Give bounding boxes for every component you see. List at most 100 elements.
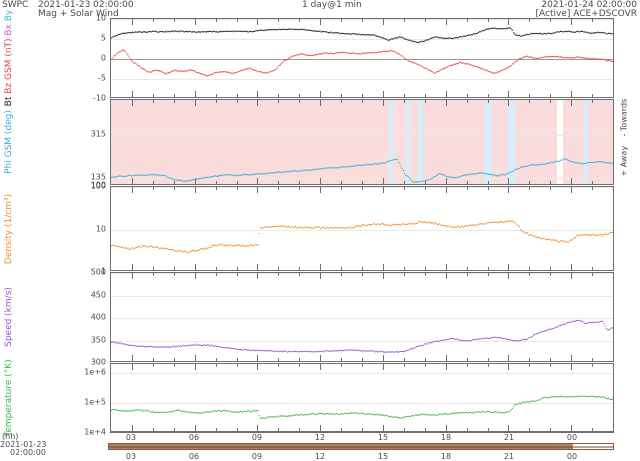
x-tick-minor (424, 94, 426, 97)
x-tick-major (571, 91, 573, 97)
x-tick-major (571, 178, 573, 184)
sector-annotation-label: + Away (619, 146, 629, 177)
y-axis-label-phi-gsm: Phi GSM (deg) (2, 99, 16, 185)
x-axis: (hh) 2021-01-23 02:00:00 03 06 09 12 15 18 21 0… (0, 432, 640, 461)
sector-band-towards (405, 100, 411, 184)
x-tick-minor (487, 19, 489, 22)
x-tick-minor (278, 358, 280, 361)
x-tick-minor (550, 273, 552, 276)
x-tick-minor (278, 100, 280, 103)
x-tick-minor (424, 267, 426, 270)
sector-band-towards (389, 100, 394, 184)
x-tick-major (194, 273, 196, 279)
y-tick-label: 5 (100, 33, 106, 43)
x-tick-minor (592, 187, 594, 190)
y-tick-label: 300 (90, 357, 106, 367)
x-tick-major (508, 19, 510, 25)
gridline (111, 39, 613, 40)
x-tick-minor (424, 428, 426, 431)
x-tick-minor (550, 267, 552, 270)
x-tick-minor (215, 364, 217, 367)
panel-density: Density (1/cm³) 100 10 1 (0, 182, 640, 276)
x-tick-minor (424, 181, 426, 184)
x-tick-minor (278, 19, 280, 22)
x-tick-major (320, 355, 322, 361)
x-tick-minor (466, 94, 468, 97)
y-tick-label: 315 (90, 129, 106, 139)
plot-area-phi-gsm[interactable] (110, 99, 614, 185)
plot-area-density[interactable] (110, 186, 614, 271)
x-tick-minor (236, 364, 238, 367)
x-tick-major (508, 425, 510, 431)
plot-area-bt-bz[interactable] (110, 18, 614, 98)
y-tick-label: -5 (98, 73, 106, 83)
x-tick-major (131, 264, 133, 270)
x-tick-minor (592, 364, 594, 367)
plot-area-temperature[interactable] (110, 363, 614, 432)
series-ion-temperature (111, 395, 613, 420)
x-tick-major (320, 91, 322, 97)
x-tick-minor (173, 19, 175, 22)
x-axis-start-date: 2021-01-23 (0, 440, 47, 449)
x-tick-minor (466, 19, 468, 22)
x-tick-minor (403, 267, 405, 270)
x-tick-minor (424, 364, 426, 367)
x-tick-minor (403, 358, 405, 361)
x-tick-major (445, 187, 447, 193)
y-axis-label-density: Density (1/cm³) (2, 186, 16, 271)
start-time-label: 2021-01-23 02:00:00 (38, 0, 134, 10)
x-tick-major (320, 425, 322, 431)
gridline (111, 318, 613, 319)
x-tick-minor (487, 187, 489, 190)
x-tick-minor (152, 181, 154, 184)
x-tick-minor (403, 181, 405, 184)
series-proton-density (111, 220, 613, 254)
x-tick-major (508, 273, 510, 279)
x-tick-major (445, 178, 447, 184)
x-tick-major (508, 264, 510, 270)
x-tick-major (382, 178, 384, 184)
x-tick-minor (299, 428, 301, 431)
x-tick-minor (362, 267, 363, 270)
x-axis-line (110, 432, 614, 433)
x-tick-minor (278, 273, 280, 276)
x-tick-minor (236, 100, 238, 103)
time-coverage-bar[interactable] (108, 443, 614, 450)
x-tick-minor (278, 94, 280, 97)
y-tick-labels-phi-gsm: 315 135 100 (18, 99, 106, 189)
x-tick-minor (529, 428, 531, 431)
x-tick-minor (466, 181, 468, 184)
x-tick-major (131, 19, 133, 25)
plot-area-speed[interactable] (110, 272, 614, 362)
y-tick-labels-speed: 500 450 400 350 300 (18, 268, 106, 367)
x-tick-major (194, 364, 196, 370)
sector-band-away (514, 100, 557, 184)
x-tick-minor (403, 94, 405, 97)
x-tick-minor (173, 187, 175, 190)
x-axis-tick-label-secondary: 18 (440, 452, 452, 461)
x-tick-minor (341, 19, 343, 22)
x-axis-tick-label-secondary: 09 (251, 452, 263, 461)
x-tick-minor (215, 358, 217, 361)
x-tick-minor (550, 187, 552, 190)
series-layer-density (111, 220, 613, 254)
x-tick-minor (173, 358, 175, 361)
x-tick-minor (487, 364, 489, 367)
x-tick-minor (215, 273, 217, 276)
x-tick-minor (362, 19, 363, 22)
x-tick-minor (592, 181, 594, 184)
x-tick-major (320, 100, 322, 106)
x-tick-minor (152, 94, 154, 97)
sector-band-towards (418, 100, 423, 184)
x-tick-major (257, 178, 259, 184)
x-tick-minor (278, 267, 280, 270)
x-tick-minor (215, 267, 217, 270)
y-axis-label-speed: Speed (km/s) (2, 272, 16, 362)
x-tick-minor (424, 19, 426, 22)
x-tick-minor (592, 358, 594, 361)
x-axis-tick-label-secondary: 12 (314, 452, 326, 461)
x-tick-minor (173, 428, 175, 431)
x-tick-minor (362, 94, 363, 97)
x-tick-minor (299, 19, 301, 22)
x-tick-minor (466, 428, 468, 431)
